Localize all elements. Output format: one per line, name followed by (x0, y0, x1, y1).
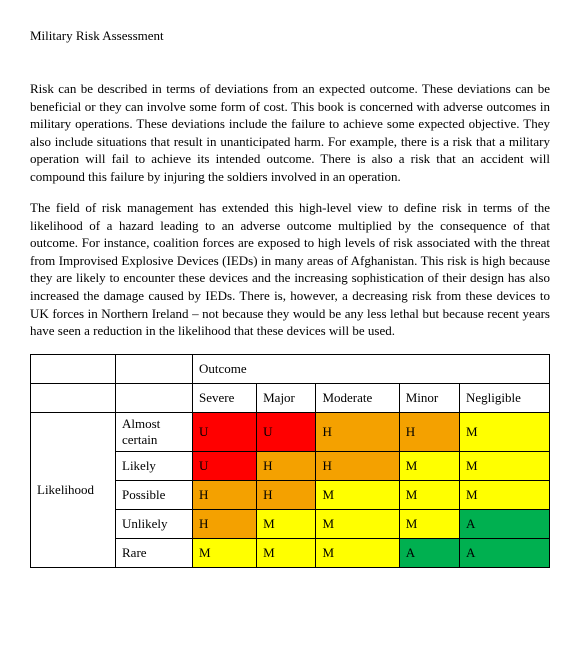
risk-cell: H (257, 480, 316, 509)
row-header: Likely (116, 451, 193, 480)
outcome-header: Outcome (193, 354, 550, 383)
risk-cell: M (399, 509, 459, 538)
blank-cell (116, 354, 193, 383)
row-header: Unlikely (116, 509, 193, 538)
blank-cell (31, 383, 116, 412)
risk-cell: H (257, 451, 316, 480)
risk-cell: A (459, 509, 549, 538)
risk-cell: M (257, 538, 316, 567)
risk-cell: A (399, 538, 459, 567)
risk-cell: M (257, 509, 316, 538)
risk-cell: H (316, 412, 399, 451)
risk-cell: M (459, 480, 549, 509)
blank-cell (31, 354, 116, 383)
risk-cell: M (459, 451, 549, 480)
table-header-row-2: Severe Major Moderate Minor Negligible (31, 383, 550, 412)
risk-cell: U (193, 412, 257, 451)
row-header: Almost certain (116, 412, 193, 451)
col-header: Moderate (316, 383, 399, 412)
row-header: Possible (116, 480, 193, 509)
likelihood-header: Likelihood (31, 412, 116, 567)
risk-matrix-table: Outcome Severe Major Moderate Minor Negl… (30, 354, 550, 568)
page-title: Military Risk Assessment (30, 28, 550, 44)
col-header: Negligible (459, 383, 549, 412)
row-header: Rare (116, 538, 193, 567)
paragraph-1: Risk can be described in terms of deviat… (30, 80, 550, 185)
risk-cell: H (193, 480, 257, 509)
risk-cell: A (459, 538, 549, 567)
risk-cell: M (316, 538, 399, 567)
risk-cell: H (399, 412, 459, 451)
col-header: Minor (399, 383, 459, 412)
table-header-row-1: Outcome (31, 354, 550, 383)
risk-cell: M (316, 480, 399, 509)
risk-cell: H (193, 509, 257, 538)
col-header: Major (257, 383, 316, 412)
risk-cell: M (316, 509, 399, 538)
risk-cell: U (193, 451, 257, 480)
risk-cell: M (193, 538, 257, 567)
risk-cell: M (459, 412, 549, 451)
risk-cell: M (399, 480, 459, 509)
risk-cell: U (257, 412, 316, 451)
risk-cell: H (316, 451, 399, 480)
blank-cell (116, 383, 193, 412)
table-row: Likelihood Almost certain U U H H M (31, 412, 550, 451)
risk-cell: M (399, 451, 459, 480)
paragraph-2: The field of risk management has extende… (30, 199, 550, 339)
col-header: Severe (193, 383, 257, 412)
